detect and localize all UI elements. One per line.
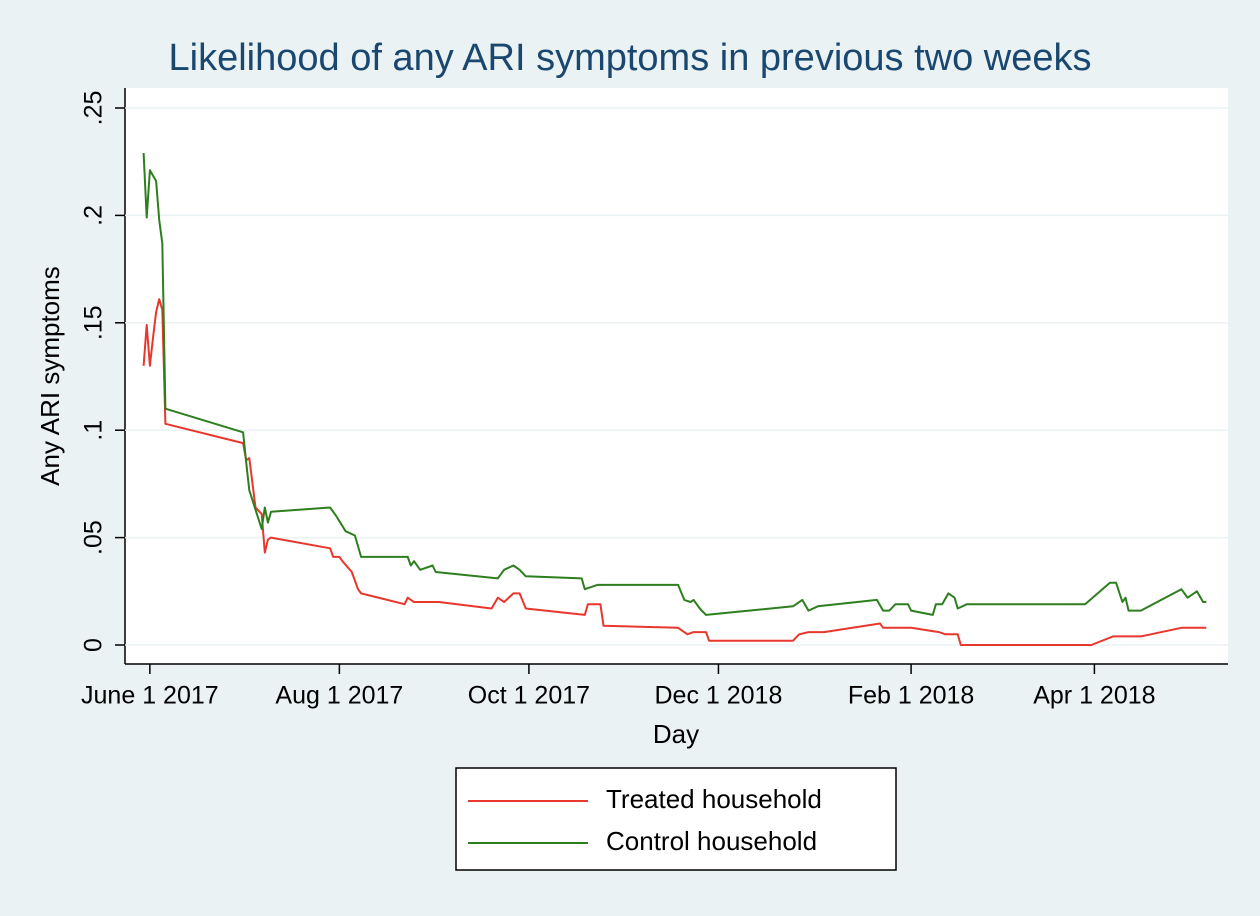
y-tick-label: .25 [80, 91, 108, 126]
x-tick-label: Dec 1 2018 [655, 682, 783, 710]
x-tick-label: Feb 1 2018 [848, 682, 975, 710]
x-tick-label: Aug 1 2017 [275, 682, 403, 710]
legend-label: Treated household [606, 784, 822, 814]
series-line [142, 153, 1207, 616]
x-tick-label: Oct 1 2017 [468, 682, 590, 710]
x-tick-label: Apr 1 2018 [1033, 682, 1155, 710]
y-tick-label: 0 [80, 638, 108, 652]
x-axis-label: Day [653, 719, 699, 749]
legend-box [455, 767, 897, 871]
y-tick-label: .1 [80, 420, 108, 441]
series-line [142, 298, 1207, 646]
y-tick-label: .15 [80, 305, 108, 340]
legend-label: Control household [606, 826, 817, 856]
y-tick-label: .05 [80, 520, 108, 555]
x-tick-label: June 1 2017 [81, 682, 219, 710]
chart-title: Likelihood of any ARI symptoms in previo… [169, 37, 1092, 79]
y-axis-label: Any ARI symptoms [35, 266, 65, 486]
y-tick-label: .2 [80, 205, 108, 226]
plot-region [125, 88, 1228, 664]
